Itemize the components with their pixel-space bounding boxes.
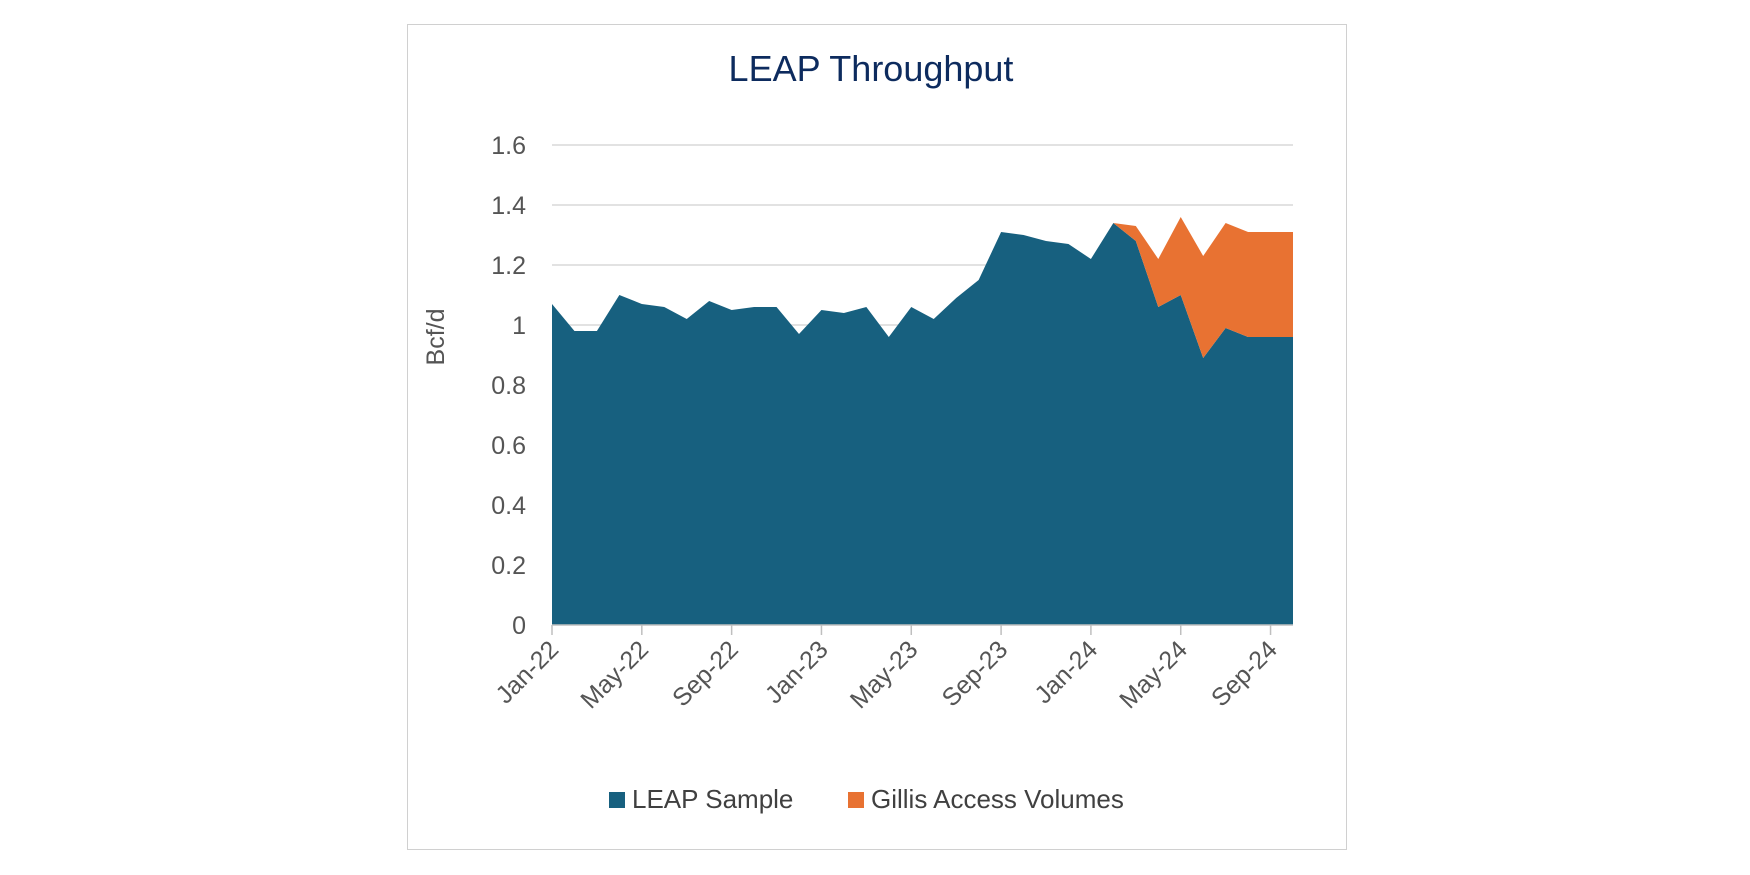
x-tick-label: May-22 (575, 635, 654, 714)
x-tick-label: May-24 (1114, 635, 1193, 714)
x-tick-label: Jan-24 (1029, 635, 1103, 709)
x-tick-label: Sep-24 (1206, 635, 1283, 712)
y-tick-label: 1 (512, 312, 526, 340)
y-tick-label: 1.4 (491, 192, 526, 220)
y-tick-label: 1.2 (491, 252, 526, 280)
chart-title: LEAP Throughput (729, 48, 1014, 89)
legend-label: LEAP Sample (632, 784, 793, 814)
y-tick-label: 1.6 (491, 132, 526, 160)
legend-swatch (609, 792, 625, 808)
legend-swatch (848, 792, 864, 808)
legend: LEAP Sample Gillis Access Volumes (609, 784, 1124, 814)
y-axis-label: Bcf/d (422, 309, 450, 366)
y-tick-label: 0.2 (491, 552, 526, 580)
chart-frame: LEAP Throughput 0 0.2 0.4 0.6 0.8 1 1.2 1.4 1.6 J… (407, 24, 1347, 850)
y-tick-label: 0 (512, 612, 526, 640)
y-tick-label: 0.8 (491, 372, 526, 400)
x-tick-label: Sep-22 (667, 635, 744, 712)
x-tick-label: Jan-23 (760, 635, 834, 709)
x-tick-label: Sep-23 (937, 635, 1014, 712)
legend-label: Gillis Access Volumes (871, 784, 1124, 814)
area-leap-sample (552, 223, 1293, 625)
y-tick-label: 0.4 (491, 492, 526, 520)
area-chart: LEAP Throughput 0 0.2 0.4 0.6 0.8 1 1.2 1.4 1.6 J… (422, 48, 1293, 814)
area-series (552, 217, 1293, 625)
x-tick-label: May-23 (845, 635, 924, 714)
x-tick-label: Jan-22 (490, 635, 564, 709)
y-tick-label: 0.6 (491, 432, 526, 460)
